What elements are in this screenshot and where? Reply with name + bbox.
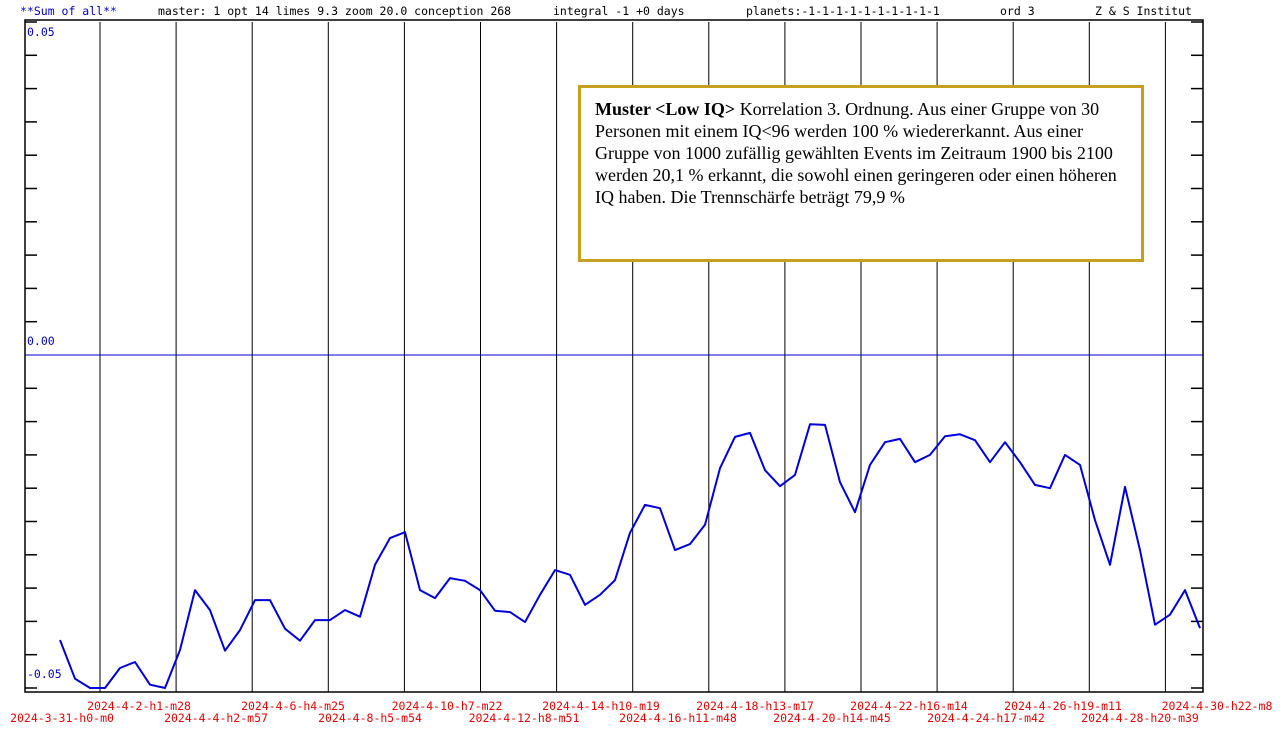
x-tick-label: 2024-4-6-h4-m25 <box>241 699 345 713</box>
x-tick-label: 2024-4-20-h14-m45 <box>773 711 891 725</box>
x-tick-label: 2024-3-31-h0-m0 <box>10 711 114 725</box>
x-tick-label: 2024-4-28-h20-m39 <box>1081 711 1199 725</box>
y-tick-label: 0.00 <box>27 334 55 348</box>
x-tick-label: 2024-4-22-h16-m14 <box>850 699 968 713</box>
x-tick-label: 2024-4-18-h13-m17 <box>696 699 814 713</box>
annotation-box: Muster <Low IQ> Korrelation 3. Ordnung. … <box>578 85 1144 262</box>
header-text: master: 1 opt 14 limes 9.3 zoom 20.0 con… <box>158 4 511 18</box>
x-tick-label: 2024-4-16-h11-m48 <box>619 711 737 725</box>
x-tick-label: 2024-4-26-h19-m11 <box>1004 699 1122 713</box>
x-tick-label: 2024-4-30-h22-m8 <box>1162 699 1273 713</box>
plot-frame <box>24 19 1204 693</box>
x-tick-label: 2024-4-14-h10-m19 <box>542 699 660 713</box>
y-tick-label: 0.05 <box>27 25 55 39</box>
data-line <box>59 423 1201 689</box>
y-tick-label: -0.05 <box>27 667 62 681</box>
header-text: Z & S Institut <box>1095 4 1192 18</box>
annotation-text: Korrelation 3. Ordnung. Aus einer Gruppe… <box>595 99 1117 207</box>
x-tick-label: 2024-4-4-h2-m57 <box>164 711 268 725</box>
x-tick-label: 2024-4-12-h8-m51 <box>469 711 580 725</box>
x-tick-label: 2024-4-8-h5-m54 <box>318 711 422 725</box>
annotation-title: Muster <Low IQ> <box>595 99 736 119</box>
header-text: **Sum of all** <box>20 4 117 18</box>
x-tick-label: 2024-4-2-h1-m28 <box>87 699 191 713</box>
header-text: planets:-1-1-1-1-1-1-1-1-1-1 <box>746 4 940 18</box>
x-tick-label: 2024-4-24-h17-m42 <box>927 711 1045 725</box>
header-text: integral -1 +0 days <box>553 4 685 18</box>
header-text: ord 3 <box>1000 4 1035 18</box>
x-tick-label: 2024-4-10-h7-m22 <box>392 699 503 713</box>
